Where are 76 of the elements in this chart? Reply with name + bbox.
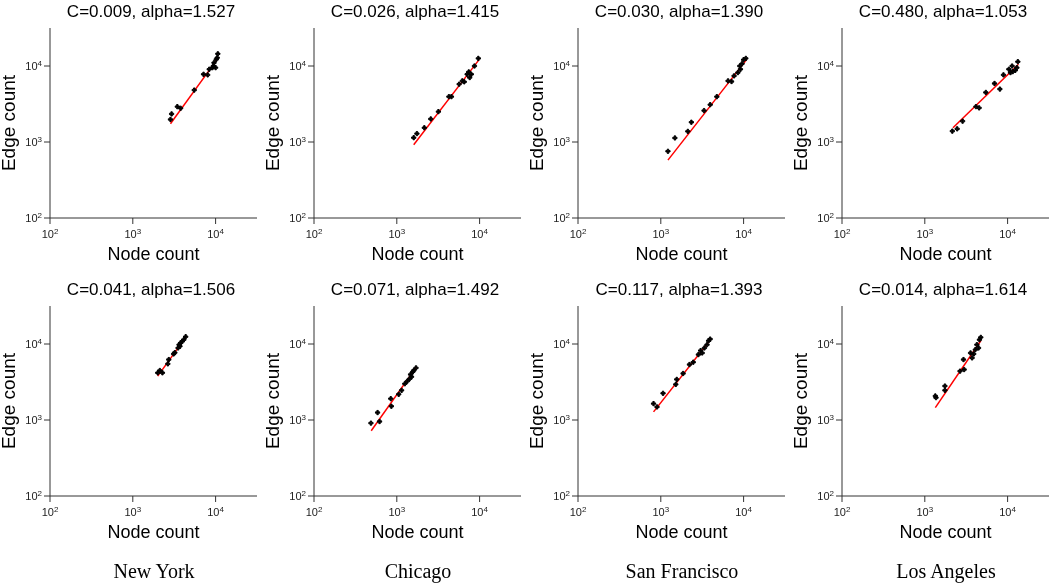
y-tick-label: 10$^{2}$ [553, 210, 571, 224]
x-tick-label: 10$^{4}$ [735, 504, 753, 518]
x-tick-label: 10$^{3}$ [652, 226, 670, 240]
y-axis-title: Edge count [789, 74, 811, 172]
y-tick-label: 10$^{3}$ [817, 412, 835, 426]
x-tick-label: 10$^{2}$ [305, 226, 323, 240]
x-tick-label: 10$^{4}$ [207, 504, 225, 518]
y-tick-label: 10$^{4}$ [553, 58, 571, 72]
x-tick-label: 10$^{4}$ [999, 226, 1017, 240]
y-tick-label: 10$^{4}$ [25, 336, 43, 350]
y-tick-label: 10$^{3}$ [289, 134, 307, 148]
chart-title: C=0.071, alpha=1.492 [329, 280, 501, 300]
x-tick-label: 10$^{4}$ [207, 226, 225, 240]
x-axis-title: Node count [107, 522, 200, 542]
y-tick-label: 10$^{3}$ [817, 134, 835, 148]
y-axis-title: Edge count [261, 74, 283, 172]
y-tick-label: 10$^{4}$ [25, 58, 43, 72]
x-tick-label: 10$^{2}$ [41, 504, 59, 518]
y-tick-label: 10$^{2}$ [289, 210, 307, 224]
y-tick-label: 10$^{2}$ [817, 488, 835, 502]
chart-title: C=0.026, alpha=1.415 [329, 2, 501, 22]
y-axis-title: Edge count [0, 74, 19, 172]
x-tick-label: 10$^{3}$ [652, 504, 670, 518]
x-tick-label: 10$^{4}$ [735, 226, 753, 240]
y-axis-title: Edge count [0, 352, 19, 450]
x-axis-title: Node count [371, 244, 464, 264]
y-tick-label: 10$^{2}$ [817, 210, 835, 224]
y-tick-label: 10$^{3}$ [553, 412, 571, 426]
y-tick-label: 10$^{3}$ [289, 412, 307, 426]
chart-title: C=0.014, alpha=1.614 [857, 280, 1029, 300]
y-tick-label: 10$^{2}$ [289, 488, 307, 502]
x-tick-label: 10$^{2}$ [833, 504, 851, 518]
x-tick-label: 10$^{4}$ [471, 226, 489, 240]
text: Los Angeles [895, 560, 997, 583]
x-tick-label: 10$^{4}$ [471, 504, 489, 518]
y-tick-label: 10$^{2}$ [25, 488, 43, 502]
x-tick-label: 10$^{3}$ [916, 504, 934, 518]
chart-title: C=0.041, alpha=1.506 [65, 280, 237, 300]
x-axis-title: Node count [107, 244, 200, 264]
y-tick-label: 10$^{3}$ [553, 134, 571, 148]
y-axis-title: Edge count [525, 74, 547, 172]
x-tick-label: 10$^{3}$ [388, 226, 406, 240]
y-axis-title: Edge count [525, 352, 547, 450]
x-tick-label: 10$^{3}$ [124, 504, 142, 518]
x-axis-title: Node count [371, 522, 464, 542]
y-tick-label: 10$^{4}$ [817, 58, 835, 72]
chart-title: C=0.009, alpha=1.527 [65, 2, 237, 22]
x-tick-label: 10$^{3}$ [124, 226, 142, 240]
y-tick-label: 10$^{2}$ [25, 210, 43, 224]
chart-title: C=0.480, alpha=1.053 [857, 2, 1029, 22]
text: Chicago [383, 560, 453, 583]
x-tick-label: 10$^{2}$ [569, 504, 587, 518]
y-tick-label: 10$^{4}$ [817, 336, 835, 350]
y-tick-label: 10$^{4}$ [553, 336, 571, 350]
text: San Francisco [624, 560, 740, 583]
x-tick-label: 10$^{3}$ [388, 504, 406, 518]
x-tick-label: 10$^{2}$ [305, 504, 323, 518]
y-tick-label: 10$^{4}$ [289, 58, 307, 72]
y-tick-label: 10$^{2}$ [553, 488, 571, 502]
x-axis-title: Node count [899, 244, 992, 264]
y-axis-title: Edge count [261, 352, 283, 450]
x-axis-title: Node count [635, 244, 728, 264]
chart-title: C=0.117, alpha=1.393 [594, 280, 764, 300]
y-axis-title: Edge count [789, 352, 811, 450]
x-tick-label: 10$^{2}$ [569, 226, 587, 240]
y-tick-label: 10$^{3}$ [25, 412, 43, 426]
text: New York [112, 560, 196, 583]
x-tick-label: 10$^{3}$ [916, 226, 934, 240]
y-tick-label: 10$^{3}$ [25, 134, 43, 148]
x-tick-label: 10$^{4}$ [999, 504, 1017, 518]
x-axis-title: Node count [899, 522, 992, 542]
x-tick-label: 10$^{2}$ [41, 226, 59, 240]
x-axis-title: Node count [635, 522, 728, 542]
chart-title: C=0.030, alpha=1.390 [593, 2, 765, 22]
x-tick-label: 10$^{2}$ [833, 226, 851, 240]
y-tick-label: 10$^{4}$ [289, 336, 307, 350]
